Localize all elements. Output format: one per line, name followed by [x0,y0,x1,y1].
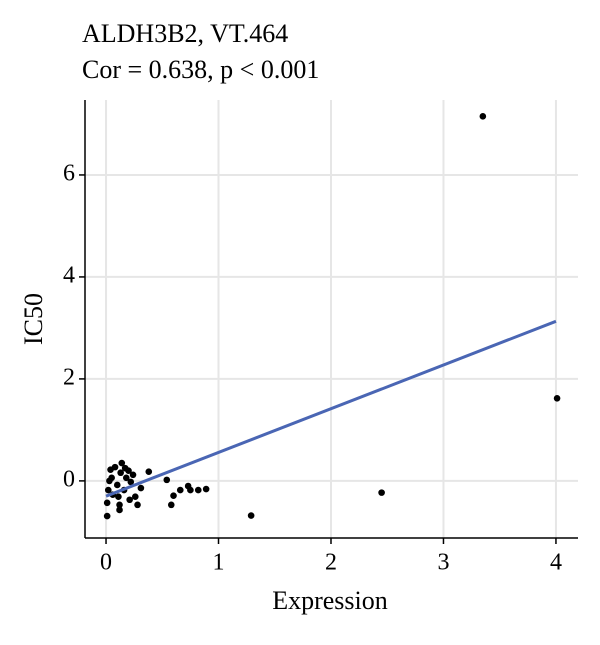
y-tick-label: 4 [63,262,75,288]
x-axis-label: Expression [272,586,388,615]
y-axis-label: IC50 [19,293,48,345]
point [127,478,135,486]
point [137,484,145,492]
point [103,512,111,520]
point [117,469,124,477]
point [247,512,255,519]
point [116,501,123,509]
point [126,496,133,504]
point [113,481,121,489]
point [187,486,194,494]
chart-title: ALDH3B2, VT.464 [82,19,288,48]
x-tick-label: 4 [550,550,562,576]
point [176,486,184,494]
y-tick-label: 6 [63,160,75,186]
point [131,493,139,500]
y-tick-label: 0 [63,466,75,492]
point [116,506,123,514]
point [202,485,210,493]
point [145,468,153,476]
x-tick-label: 3 [437,550,449,576]
x-tick-label: 1 [213,550,225,576]
point [122,474,130,482]
point [553,394,561,402]
point [194,486,202,494]
x-tick-label: 2 [325,550,337,576]
trend-line [105,319,557,498]
point [129,471,137,479]
point [378,489,385,496]
point [103,499,111,507]
point [163,476,171,484]
point [115,493,122,500]
y-tick-label: 2 [63,364,75,390]
point [106,477,113,485]
x-tick-label: 0 [100,550,112,576]
point [111,463,119,471]
chart-subtitle: Cor = 0.638, p < 0.001 [82,55,319,84]
point [121,464,129,472]
point [104,486,112,494]
point [134,501,141,509]
point [167,501,175,509]
point [118,459,126,467]
point [479,113,487,120]
point [170,492,177,499]
